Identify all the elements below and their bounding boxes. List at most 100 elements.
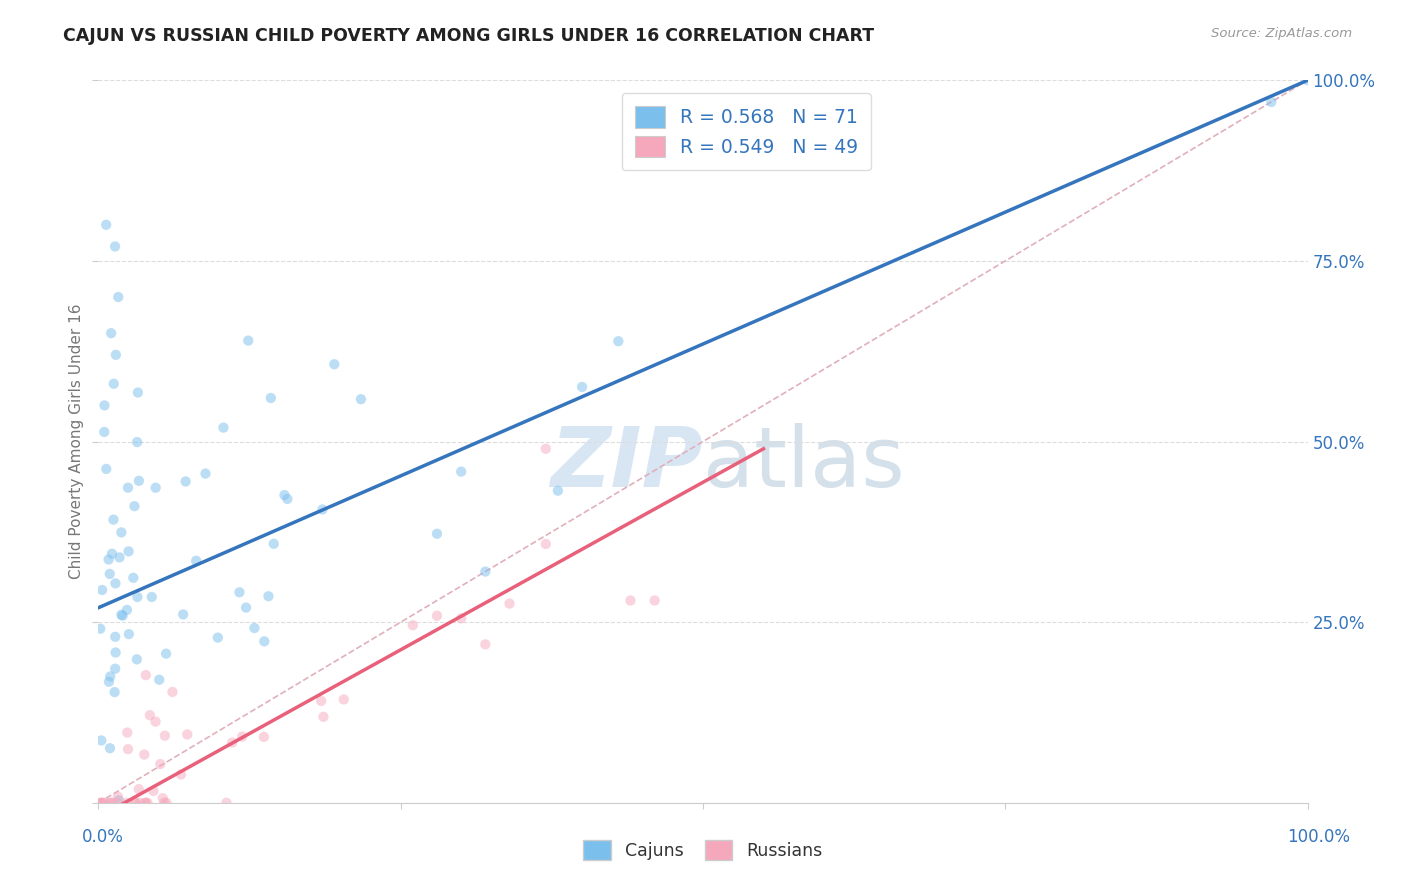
Point [253,730,276,744]
Point [273,488,295,502]
Point [129,796,152,810]
Point [127,590,149,604]
Point [108,550,131,565]
Point [89,796,111,810]
Point [104,348,127,362]
Point [107,789,129,804]
Point [93,425,115,439]
Point [207,631,229,645]
Point [534,442,557,456]
Point [98,741,121,756]
Point [215,796,238,810]
Point [332,692,354,706]
Point [174,475,197,489]
Point [98,669,121,683]
Point [115,796,138,810]
Point [426,608,449,623]
Point [117,544,139,558]
Point [155,796,177,810]
Point [238,334,260,348]
Point [142,784,165,798]
Point [644,593,666,607]
Point [607,334,630,349]
Text: CAJUN VS RUSSIAN CHILD POVERTY AMONG GIRLS UNDER 16 CORRELATION CHART: CAJUN VS RUSSIAN CHILD POVERTY AMONG GIR… [63,27,875,45]
Point [1260,95,1282,109]
Point [253,634,276,648]
Point [124,796,146,810]
Point [309,694,332,708]
Point [104,576,127,591]
Point [108,793,131,807]
Point [212,420,235,434]
Point [96,218,118,232]
Point [176,727,198,741]
Point [103,376,125,391]
Point [107,796,129,810]
Point [111,608,134,623]
Point [1296,73,1319,87]
Point [136,796,159,810]
Point [145,481,167,495]
Point [450,465,472,479]
Point [104,662,127,676]
Point [128,782,150,797]
Point [103,513,125,527]
Point [402,618,425,632]
Point [170,767,193,781]
Point [118,627,141,641]
Point [101,796,124,810]
Point [134,796,156,810]
Point [127,385,149,400]
Point [124,499,146,513]
Point [194,467,217,481]
Point [104,685,127,699]
Point [474,637,496,651]
Point [228,585,250,599]
Point [257,589,280,603]
Point [276,491,298,506]
Point [135,668,157,682]
Point [96,462,118,476]
Point [128,474,150,488]
Point [117,742,139,756]
Point [155,647,177,661]
Point [547,483,569,498]
Point [534,537,557,551]
Point [104,630,127,644]
Point [148,673,170,687]
Point [571,380,593,394]
Point [145,714,167,729]
Point [450,611,472,625]
Point [90,796,112,810]
Point [93,796,115,810]
Point [149,757,172,772]
Point [162,685,184,699]
Point [127,435,149,450]
Text: atlas: atlas [703,423,904,504]
Point [231,730,253,744]
Point [221,735,243,749]
Legend: R = 0.568   N = 71, R = 0.549   N = 49: R = 0.568 N = 71, R = 0.549 N = 49 [621,94,872,170]
Point [93,398,115,412]
Point [350,392,373,407]
Point [91,582,114,597]
Point [91,796,114,810]
Point [117,725,139,739]
Point [172,607,194,622]
Point [122,571,145,585]
Point [100,796,122,810]
Y-axis label: Child Poverty Among Girls Under 16: Child Poverty Among Girls Under 16 [69,304,84,579]
Point [141,590,163,604]
Point [90,796,112,810]
Point [153,796,176,810]
Point [89,622,111,636]
Point [260,391,283,405]
Point [311,502,333,516]
Point [97,674,120,689]
Text: 0.0%: 0.0% [82,828,124,846]
Point [110,607,132,622]
Point [235,600,257,615]
Point [117,481,139,495]
Point [263,537,285,551]
Point [104,239,127,253]
